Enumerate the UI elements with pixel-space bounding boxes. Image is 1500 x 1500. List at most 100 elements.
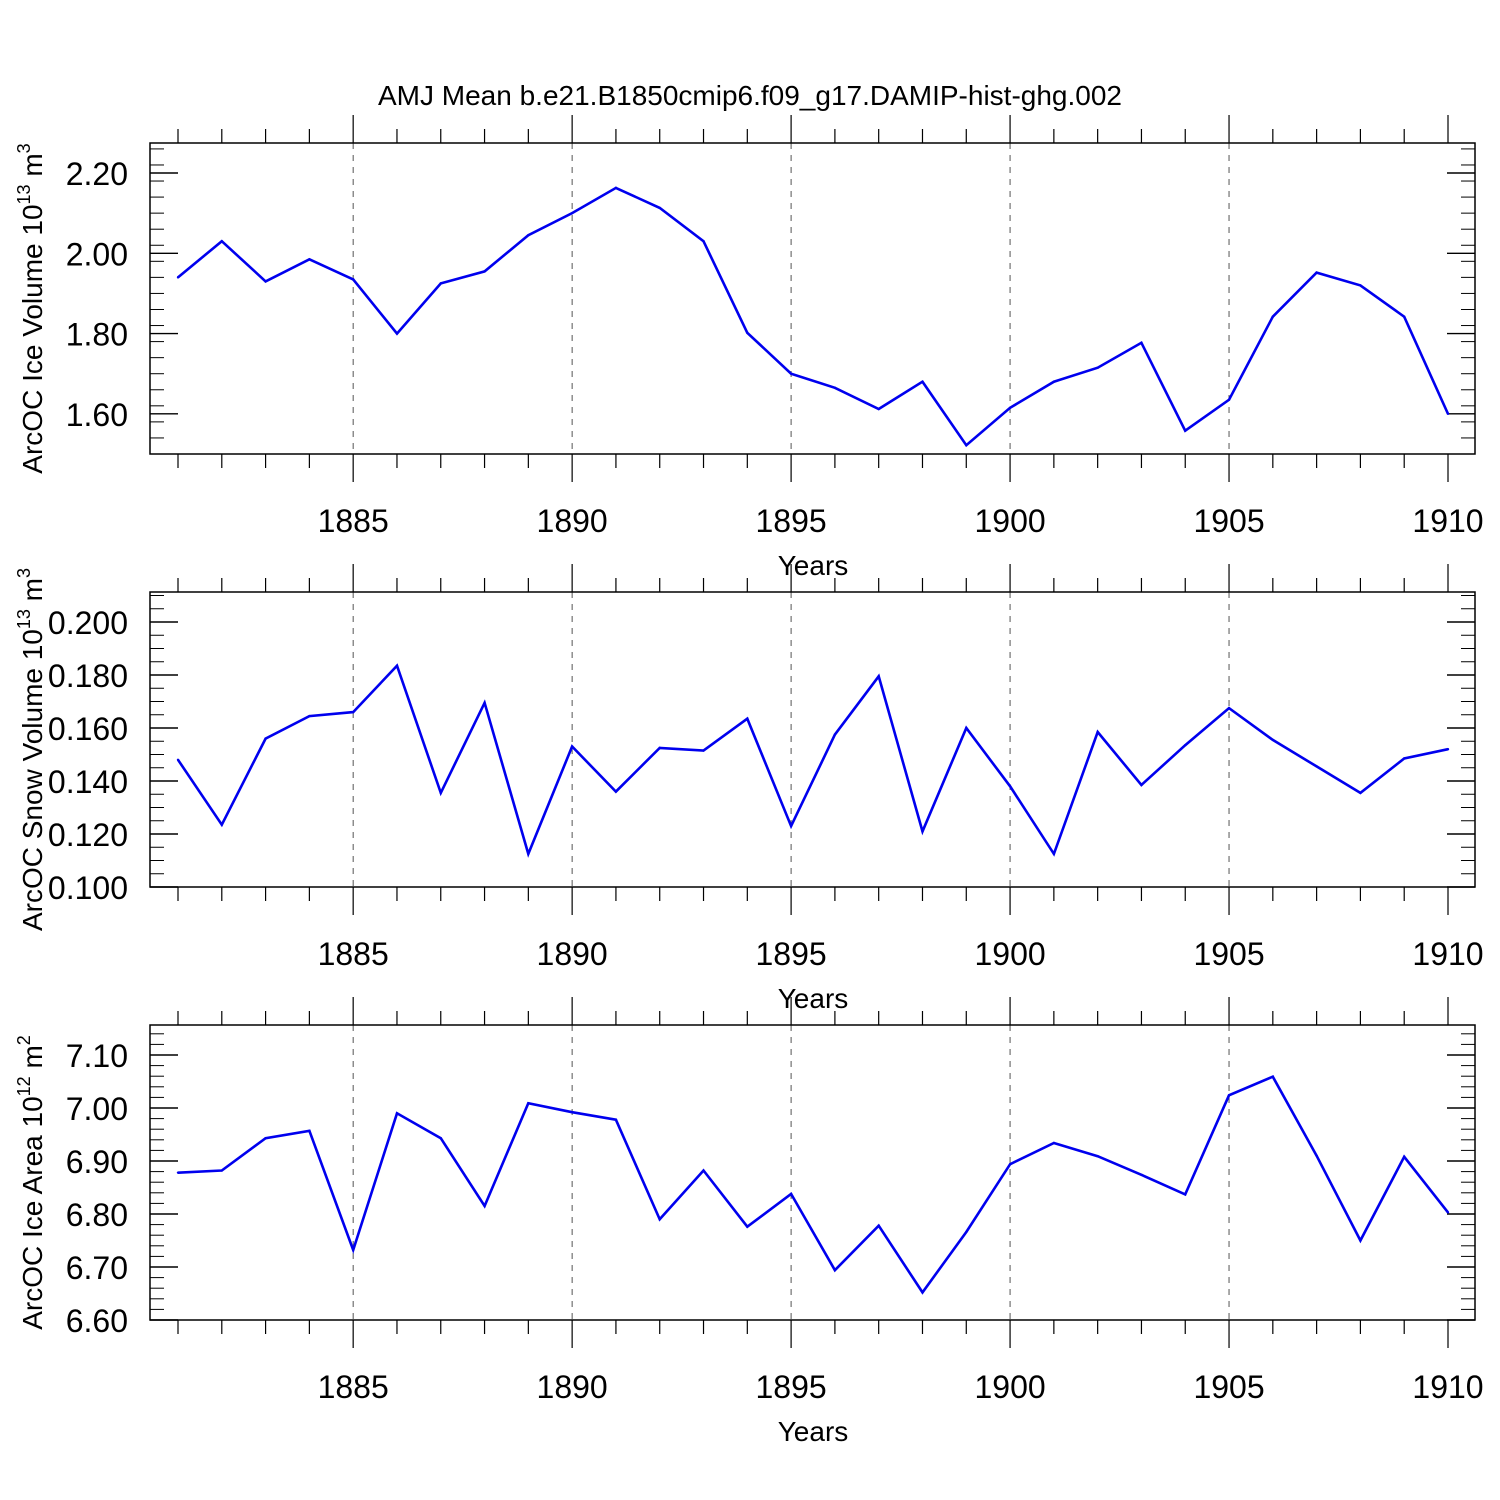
data-point (877, 407, 880, 411)
data-point (570, 1111, 574, 1114)
data-point (439, 791, 442, 795)
data-point (789, 1192, 793, 1196)
data-point (1227, 398, 1231, 402)
data-point (1008, 406, 1012, 410)
y-tick-label: 1.80 (66, 317, 128, 353)
y-tick-label: 0.160 (48, 711, 128, 747)
panel-1: 1885 1890 1895 1900 1905 1910 Years 1.60 1.80 2.0… (14, 115, 1484, 581)
data-point (483, 270, 486, 273)
data-point (395, 1112, 399, 1115)
x-tick-label: 1895 (756, 1369, 827, 1405)
data-point (1446, 412, 1450, 416)
panel-2: 1885 1890 1895 1900 1905 1910 Years 0.100 0.120 0… (14, 564, 1484, 1014)
x-tick-label: 1910 (1412, 936, 1483, 972)
data-point (264, 1137, 267, 1140)
x-tick-label: 1900 (974, 503, 1045, 539)
y-tick-label: 2.20 (66, 156, 128, 192)
data-point (1008, 1162, 1012, 1166)
y-tick-label: 7.10 (66, 1038, 128, 1074)
data-point (614, 1118, 618, 1121)
y-tick-label: 0.100 (48, 870, 128, 906)
data-point (1227, 1094, 1231, 1097)
data-point (220, 823, 223, 826)
data-point (658, 1218, 661, 1221)
data-point (439, 1137, 442, 1140)
data-series-line (177, 1075, 1450, 1295)
data-series-line (177, 186, 1450, 448)
x-tick-label: 1900 (974, 1369, 1045, 1405)
data-point (308, 258, 311, 261)
data-point (1315, 1154, 1318, 1157)
data-point (1184, 744, 1187, 747)
x-axis-label: Years (778, 550, 849, 581)
data-point (395, 664, 399, 667)
x-axis-label: Years (778, 983, 849, 1014)
data-point (527, 1102, 530, 1105)
data-point (702, 1169, 705, 1172)
data-point (921, 1291, 924, 1294)
data-point (965, 726, 968, 730)
data-point (1052, 1141, 1056, 1145)
panel-3: 1885 1890 1895 1900 1905 1910 Years 6.60 6.70 6.8… (14, 997, 1484, 1447)
data-point (658, 746, 661, 750)
data-point (351, 278, 355, 281)
data-point (308, 1129, 311, 1132)
y-axis-label-base: ArcOC Ice Volume 10 (17, 204, 48, 473)
data-point (1403, 757, 1406, 760)
x-tick-label: 1895 (756, 503, 827, 539)
data-point (1184, 1193, 1187, 1196)
data-point (789, 824, 793, 828)
data-point (833, 733, 837, 736)
data-point (351, 710, 355, 714)
data-point (176, 276, 180, 279)
data-point (570, 211, 574, 215)
y-axis-label: ArcOC Ice Area 1012 m2 (14, 1035, 48, 1330)
data-point (1140, 341, 1143, 345)
y-axis-label-unit-exponent: 3 (14, 568, 34, 578)
data-point (483, 701, 486, 705)
data-point (1403, 315, 1406, 318)
data-point (176, 758, 180, 761)
data-point (789, 372, 793, 375)
data-point (833, 1268, 837, 1272)
plot-frame (149, 1024, 1476, 1321)
data-point (614, 790, 618, 793)
x-tick-label: 1895 (756, 936, 827, 972)
data-point (570, 745, 574, 748)
y-tick-label: 0.200 (48, 605, 128, 641)
data-point (877, 675, 880, 678)
data-point (1140, 783, 1143, 787)
data-point (527, 234, 530, 237)
x-tick-label: 1910 (1412, 1369, 1483, 1405)
data-point (264, 280, 267, 283)
x-tick-label: 1900 (974, 936, 1045, 972)
y-axis-label-exponent: 12 (14, 1076, 34, 1096)
data-point (1184, 429, 1187, 432)
data-point (1140, 1173, 1143, 1176)
data-point (833, 386, 837, 389)
y-axis-label-exponent: 13 (14, 609, 34, 629)
data-point (1359, 284, 1362, 287)
y-tick-label: 6.90 (66, 1144, 128, 1180)
y-axis-label-exponent: 13 (14, 184, 34, 204)
data-point (1271, 315, 1275, 318)
x-tick-label: 1905 (1193, 1369, 1264, 1405)
data-point (965, 1230, 968, 1234)
y-tick-label: 1.60 (66, 397, 128, 433)
x-tick-label: 1885 (318, 503, 389, 539)
data-point (965, 443, 968, 447)
data-point (308, 714, 311, 718)
data-point (658, 206, 661, 210)
data-point (614, 186, 618, 190)
x-tick-label: 1910 (1412, 503, 1483, 539)
y-tick-label: 6.70 (66, 1250, 128, 1286)
data-point (220, 1169, 223, 1172)
data-point (395, 332, 399, 335)
data-point (746, 717, 749, 720)
data-point (702, 749, 705, 752)
x-tick-label: 1890 (537, 503, 608, 539)
y-axis-label-unit-exponent: 3 (14, 143, 34, 153)
y-tick-label: 0.120 (48, 817, 128, 853)
